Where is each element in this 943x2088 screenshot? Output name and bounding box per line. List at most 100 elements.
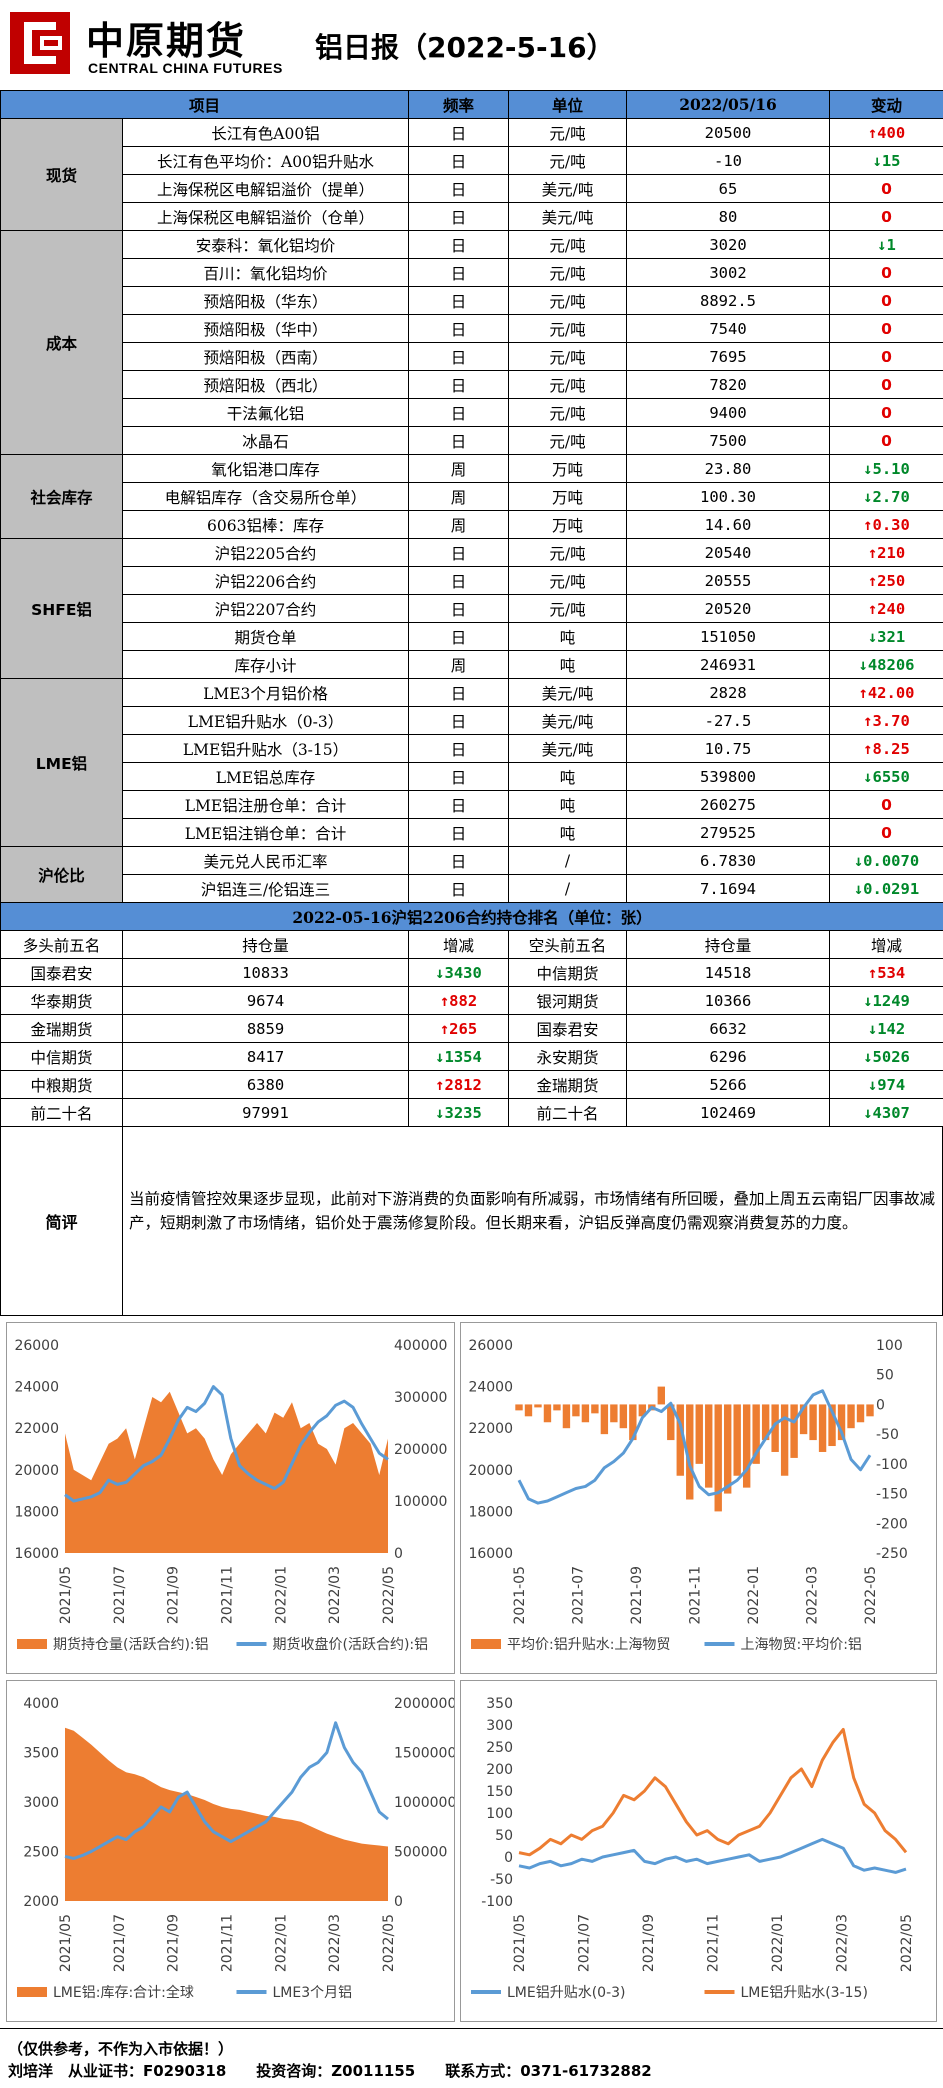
chart-spot-premium-price: 16000 18000 20000 22000 24000 26000 -250 -200 -1… <box>460 1322 937 1674</box>
ranking-header: 持仓量 <box>122 930 409 959</box>
cell-unit: 元/吨 <box>508 538 628 567</box>
category-label: LME铝 <box>0 678 123 847</box>
y-tick-label-right: -150 <box>876 1487 908 1503</box>
chart-lme-stock-price: 2000 2500 3000 3500 4000 0 500000 1000000 150000… <box>6 1680 455 2022</box>
y-tick-label-right: 500000 <box>394 1845 447 1861</box>
disclaimer: （仅供参考，不作为入市依据！） <box>8 2040 234 2058</box>
series-bar <box>780 1404 789 1476</box>
table-row: 沪铝连三/伦铝连三日/7.1694 ↓0.0291 <box>1 874 943 903</box>
cell-item-name: 冰晶石 <box>121 426 410 455</box>
table-row: 上海保税区电解铝溢价（提单）日美元/吨 65 0 <box>1 174 943 203</box>
cell-item-name: 电解铝库存（含交易所仓单） <box>121 482 410 511</box>
ranking-cell: 8417 <box>122 1042 409 1071</box>
chart-lme-spreads: -100 -50 0 50 100 150 200 250 300 350 2021/05 2021/… <box>460 1680 937 2022</box>
cell-change: ↓1 <box>829 230 943 259</box>
cell-frequency: 日 <box>408 678 510 707</box>
ranking-cell: 金瑞期货 <box>508 1070 627 1099</box>
series-bar <box>562 1404 571 1429</box>
category-label: 成本 <box>0 230 123 455</box>
ranking-row: 国泰君安 10833 ↓3430 中信期货 14518 ↑534 <box>0 958 943 987</box>
report-footer: （仅供参考，不作为入市依据！） 刘培洋 从业证书：F0290318 投资咨询：Z… <box>0 2032 943 2088</box>
cell-frequency: 日 <box>408 342 510 371</box>
series-bar <box>600 1404 609 1435</box>
cell-value: 3002 <box>626 258 831 287</box>
y-tick-label-left: 150 <box>486 1784 513 1800</box>
ranking-row: 中粮期货 6380 ↑2812 金瑞期货 5266 ↓974 <box>0 1070 943 1099</box>
table-row: 库存小计周吨 246931 ↓48206 <box>1 650 943 679</box>
y-tick-label-right: 50 <box>876 1368 894 1384</box>
y-tick-label-right: -100 <box>876 1457 908 1473</box>
header-date: 2022/05/16 <box>626 90 831 119</box>
chart-svg: 2000 2500 3000 3500 4000 0 500000 1000000 150000… <box>17 1696 454 2001</box>
series-bar <box>837 1404 846 1441</box>
series-bar <box>581 1404 590 1423</box>
y-tick-label-left: 350 <box>486 1696 513 1712</box>
series-bar <box>572 1404 580 1417</box>
table-row: LME铝 LME3个月铝价格日美元/吨 2828 ↑42.00 <box>0 678 943 847</box>
y-tick-label-left: 18000 <box>468 1504 513 1520</box>
y-tick-label-right: 0 <box>394 1894 403 1910</box>
x-tick-label: 2022/03 <box>835 1914 851 1972</box>
table-row: 现货 长江有色A00铝日元/吨 20500 ↑400 <box>0 118 943 231</box>
y-tick-label-right: 100 <box>876 1338 903 1354</box>
ranking-cell: 中信期货 <box>0 1042 123 1071</box>
ranking-cell: 银河期货 <box>508 986 627 1015</box>
cell-item-name: 沪铝2205合约 <box>121 538 410 567</box>
ranking-cell: ↓974 <box>828 1070 943 1099</box>
x-tick-label: 2022/03 <box>327 1566 343 1624</box>
cell-frequency: 日 <box>408 734 510 763</box>
cell-value: 2828 <box>626 678 831 707</box>
series-bar <box>809 1404 817 1441</box>
cell-frequency: 日 <box>408 622 510 651</box>
ranking-cell: 97991 <box>122 1098 409 1127</box>
y-tick-label-left: 26000 <box>14 1338 59 1354</box>
cell-frequency: 日 <box>408 874 510 903</box>
cell-value: 3020 <box>626 230 831 259</box>
x-tick-label: 2021/11 <box>220 1566 236 1624</box>
category-label: 社会库存 <box>0 454 123 539</box>
series-bar <box>828 1404 836 1447</box>
cell-value: 260275 <box>626 790 831 819</box>
cell-frequency: 周 <box>408 650 510 679</box>
ranking-cell: 中粮期货 <box>0 1070 123 1099</box>
y-tick-label-left: 3000 <box>23 1795 59 1811</box>
cell-item-name: 长江有色A00铝 <box>121 118 410 147</box>
cell-item-name: 美元兑人民币汇率 <box>121 846 410 875</box>
y-tick-label-left: 300 <box>486 1718 513 1734</box>
cell-change: 0 <box>829 370 943 399</box>
cell-change: ↓5.10 <box>829 454 943 483</box>
cell-change: 0 <box>829 174 943 203</box>
cell-frequency: 日 <box>408 118 510 147</box>
chart-futures-position-price: 16000 18000 20000 22000 24000 26000 0 100000 200… <box>6 1322 455 1674</box>
series-bar <box>752 1404 760 1464</box>
cell-value: -27.5 <box>626 706 831 735</box>
cell-unit: 元/吨 <box>508 146 628 175</box>
y-tick-label-right: 2000000 <box>394 1696 454 1712</box>
x-tick-label: 2022-05 <box>863 1566 879 1625</box>
y-tick-label-left: 2000 <box>23 1894 59 1910</box>
y-tick-label-left: 100 <box>486 1806 513 1822</box>
series-bar <box>818 1404 827 1452</box>
cell-change: ↓321 <box>829 622 943 651</box>
series-line <box>518 1727 908 1857</box>
cell-frequency: 日 <box>408 370 510 399</box>
y-tick-label-left: -50 <box>490 1872 513 1888</box>
cell-item-name: LME铝注册仓单：合计 <box>121 790 410 819</box>
category-label: 沪伦比 <box>0 846 123 903</box>
cell-item-name: 上海保税区电解铝溢价（仓单） <box>121 202 410 231</box>
cell-value: 7820 <box>626 370 831 399</box>
cell-change: 0 <box>829 286 943 315</box>
series-bar <box>534 1404 542 1408</box>
series-bar <box>629 1404 637 1441</box>
y-tick-label-right: -50 <box>876 1427 899 1443</box>
legend-swatch <box>471 1639 501 1649</box>
series-area <box>65 1391 388 1553</box>
y-tick-label-left: 16000 <box>468 1546 513 1562</box>
ranking-cell: 华泰期货 <box>0 986 123 1015</box>
table-row: 上海保税区电解铝溢价（仓单）日美元/吨 80 0 <box>1 202 943 231</box>
cell-frequency: 周 <box>408 454 510 483</box>
legend-label: 期货收盘价(活跃合约):铝 <box>273 1636 429 1653</box>
cell-change: ↑240 <box>829 594 943 623</box>
cell-item-name: LME铝升贴水（0-3） <box>121 706 410 735</box>
cell-value: 65 <box>626 174 831 203</box>
